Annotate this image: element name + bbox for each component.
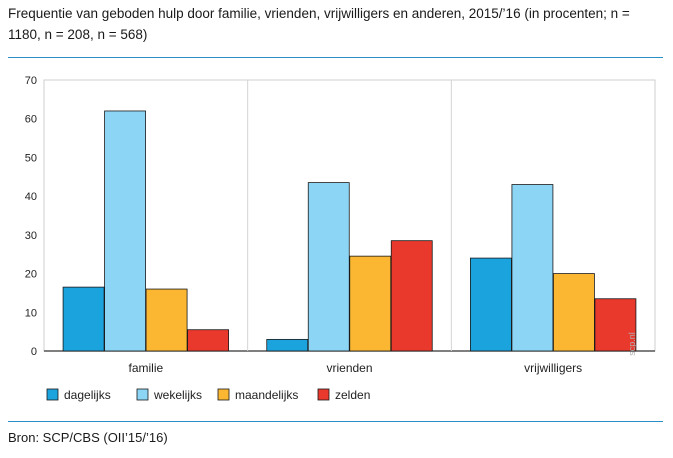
y-tick-label: 0 xyxy=(31,346,37,358)
legend-label-dagelijks: dagelijks xyxy=(64,388,111,402)
bar-zelden-vrienden xyxy=(390,240,433,352)
x-tick-label: vrienden xyxy=(326,361,372,375)
y-tick-label: 30 xyxy=(25,230,37,242)
legend-label-zelden: zelden xyxy=(335,388,370,402)
bar-maandelijks-familie xyxy=(145,288,188,352)
bottom-divider xyxy=(8,421,663,422)
bar-chart: 0 10 20 30 40 50 60 70 familie vrienden vrijwilli… xyxy=(25,75,656,402)
bar-maandelijks-vrijwilligers xyxy=(553,273,595,352)
x-tick-label: familie xyxy=(128,361,163,375)
y-tick-label: 70 xyxy=(25,75,37,87)
bar-zelden-familie xyxy=(187,329,229,352)
bar-dagelijks-familie xyxy=(62,286,105,352)
y-tick-label: 10 xyxy=(25,307,37,319)
x-tick-label: vrijwilligers xyxy=(524,361,582,375)
bar-wekelijks-vrienden xyxy=(307,182,350,352)
y-tick-label: 50 xyxy=(25,152,37,164)
bar-dagelijks-vrienden xyxy=(266,338,309,352)
bar-zelden-vrijwilligers xyxy=(594,298,637,352)
legend-swatch-wekelijks xyxy=(136,388,149,401)
y-tick-label: 60 xyxy=(25,114,37,126)
chart-title: Frequentie van geboden hulp door familie… xyxy=(8,6,630,42)
legend-swatch-zelden xyxy=(317,388,330,401)
top-divider xyxy=(8,57,663,58)
y-tick-label: 40 xyxy=(25,191,37,203)
bar-wekelijks-familie xyxy=(104,110,146,352)
legend-swatch-dagelijks xyxy=(46,388,59,401)
legend-label-wekelijks: wekelijks xyxy=(153,388,202,402)
legend-swatch-maandelijks xyxy=(217,388,230,401)
bar-maandelijks-vrienden xyxy=(349,255,392,352)
source-note: Bron: SCP/CBS (OII’15/’16) xyxy=(8,430,168,445)
watermark: scp.nl xyxy=(627,332,637,356)
y-tick-label: 20 xyxy=(25,269,37,281)
legend-label-maandelijks: maandelijks xyxy=(235,388,298,402)
bar-wekelijks-vrijwilligers xyxy=(511,184,554,352)
bar-dagelijks-vrijwilligers xyxy=(470,257,512,352)
